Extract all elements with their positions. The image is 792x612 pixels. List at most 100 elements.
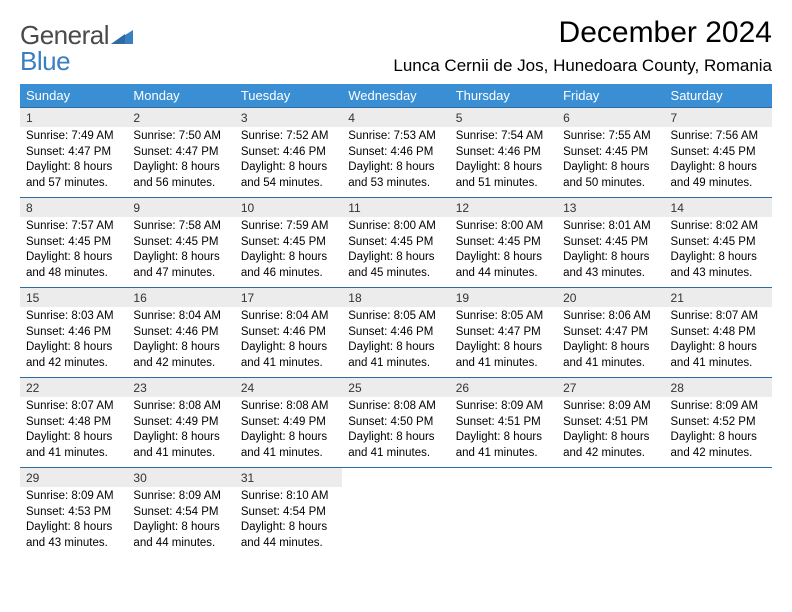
daylight-text: Daylight: 8 hours and 45 minutes. (348, 250, 443, 281)
daylight-text: Daylight: 8 hours and 43 minutes. (26, 520, 121, 551)
daylight-text: Daylight: 8 hours and 42 minutes. (133, 340, 228, 371)
daylight-text: Daylight: 8 hours and 41 minutes. (133, 430, 228, 461)
sunrise-text: Sunrise: 8:06 AM (563, 309, 658, 325)
sunrise-text: Sunrise: 8:01 AM (563, 219, 658, 235)
day-detail: Sunrise: 8:03 AMSunset: 4:46 PMDaylight:… (20, 307, 127, 378)
day-number: 26 (450, 378, 557, 398)
daylight-text: Daylight: 8 hours and 44 minutes. (133, 520, 228, 551)
daylight-text: Daylight: 8 hours and 41 minutes. (348, 430, 443, 461)
week-number-row: 293031 (20, 468, 772, 488)
daylight-text: Daylight: 8 hours and 41 minutes. (456, 340, 551, 371)
sunset-text: Sunset: 4:54 PM (133, 505, 228, 521)
empty-cell (665, 487, 772, 557)
daylight-text: Daylight: 8 hours and 56 minutes. (133, 160, 228, 191)
empty-cell (342, 487, 449, 557)
daylight-text: Daylight: 8 hours and 42 minutes. (671, 430, 766, 461)
empty-cell (665, 468, 772, 488)
sunrise-text: Sunrise: 8:09 AM (456, 399, 551, 415)
sunset-text: Sunset: 4:48 PM (671, 325, 766, 341)
sunset-text: Sunset: 4:47 PM (26, 145, 121, 161)
day-detail: Sunrise: 7:59 AMSunset: 4:45 PMDaylight:… (235, 217, 342, 288)
day-number: 28 (665, 378, 772, 398)
day-number: 9 (127, 198, 234, 218)
day-detail: Sunrise: 7:50 AMSunset: 4:47 PMDaylight:… (127, 127, 234, 198)
daylight-text: Daylight: 8 hours and 53 minutes. (348, 160, 443, 191)
day-number: 20 (557, 288, 664, 308)
day-detail: Sunrise: 8:09 AMSunset: 4:52 PMDaylight:… (665, 397, 772, 468)
daylight-text: Daylight: 8 hours and 41 minutes. (563, 340, 658, 371)
week-detail-row: Sunrise: 7:49 AMSunset: 4:47 PMDaylight:… (20, 127, 772, 198)
sunset-text: Sunset: 4:45 PM (133, 235, 228, 251)
day-detail: Sunrise: 7:57 AMSunset: 4:45 PMDaylight:… (20, 217, 127, 288)
sunrise-text: Sunrise: 8:04 AM (133, 309, 228, 325)
sunset-text: Sunset: 4:45 PM (348, 235, 443, 251)
day-detail: Sunrise: 7:52 AMSunset: 4:46 PMDaylight:… (235, 127, 342, 198)
day-number: 7 (665, 108, 772, 128)
sunset-text: Sunset: 4:46 PM (241, 145, 336, 161)
day-number: 1 (20, 108, 127, 128)
sunset-text: Sunset: 4:54 PM (241, 505, 336, 521)
sunset-text: Sunset: 4:45 PM (671, 235, 766, 251)
day-detail: Sunrise: 7:54 AMSunset: 4:46 PMDaylight:… (450, 127, 557, 198)
day-number: 21 (665, 288, 772, 308)
day-detail: Sunrise: 8:00 AMSunset: 4:45 PMDaylight:… (342, 217, 449, 288)
empty-cell (450, 487, 557, 557)
day-number: 19 (450, 288, 557, 308)
sunset-text: Sunset: 4:45 PM (671, 145, 766, 161)
day-detail: Sunrise: 7:53 AMSunset: 4:46 PMDaylight:… (342, 127, 449, 198)
day-number: 14 (665, 198, 772, 218)
day-header: Sunday (20, 84, 127, 108)
sunset-text: Sunset: 4:51 PM (563, 415, 658, 431)
sunrise-text: Sunrise: 7:57 AM (26, 219, 121, 235)
day-detail: Sunrise: 7:56 AMSunset: 4:45 PMDaylight:… (665, 127, 772, 198)
daylight-text: Daylight: 8 hours and 48 minutes. (26, 250, 121, 281)
day-header: Tuesday (235, 84, 342, 108)
week-number-row: 891011121314 (20, 198, 772, 218)
day-number: 8 (20, 198, 127, 218)
daylight-text: Daylight: 8 hours and 41 minutes. (348, 340, 443, 371)
sunset-text: Sunset: 4:45 PM (563, 145, 658, 161)
day-detail: Sunrise: 8:06 AMSunset: 4:47 PMDaylight:… (557, 307, 664, 378)
day-number: 27 (557, 378, 664, 398)
sunrise-text: Sunrise: 8:00 AM (348, 219, 443, 235)
sunrise-text: Sunrise: 7:59 AM (241, 219, 336, 235)
day-detail: Sunrise: 8:09 AMSunset: 4:51 PMDaylight:… (557, 397, 664, 468)
sunrise-text: Sunrise: 7:52 AM (241, 129, 336, 145)
week-number-row: 1234567 (20, 108, 772, 128)
sunset-text: Sunset: 4:49 PM (241, 415, 336, 431)
sunrise-text: Sunrise: 7:54 AM (456, 129, 551, 145)
sunrise-text: Sunrise: 8:05 AM (456, 309, 551, 325)
day-number: 25 (342, 378, 449, 398)
daylight-text: Daylight: 8 hours and 46 minutes. (241, 250, 336, 281)
day-number: 29 (20, 468, 127, 488)
brand-part2: Blue (20, 46, 70, 76)
sunrise-text: Sunrise: 8:00 AM (456, 219, 551, 235)
sunset-text: Sunset: 4:46 PM (133, 325, 228, 341)
day-detail: Sunrise: 8:09 AMSunset: 4:51 PMDaylight:… (450, 397, 557, 468)
day-detail: Sunrise: 8:08 AMSunset: 4:49 PMDaylight:… (235, 397, 342, 468)
day-detail: Sunrise: 8:02 AMSunset: 4:45 PMDaylight:… (665, 217, 772, 288)
sunrise-text: Sunrise: 7:56 AM (671, 129, 766, 145)
day-detail: Sunrise: 7:58 AMSunset: 4:45 PMDaylight:… (127, 217, 234, 288)
sunrise-text: Sunrise: 8:07 AM (26, 399, 121, 415)
empty-cell (450, 468, 557, 488)
sunset-text: Sunset: 4:46 PM (348, 145, 443, 161)
sunrise-text: Sunrise: 8:09 AM (671, 399, 766, 415)
day-detail: Sunrise: 8:08 AMSunset: 4:50 PMDaylight:… (342, 397, 449, 468)
week-detail-row: Sunrise: 7:57 AMSunset: 4:45 PMDaylight:… (20, 217, 772, 288)
sunset-text: Sunset: 4:46 PM (456, 145, 551, 161)
daylight-text: Daylight: 8 hours and 41 minutes. (241, 340, 336, 371)
week-number-row: 22232425262728 (20, 378, 772, 398)
sunrise-text: Sunrise: 8:08 AM (241, 399, 336, 415)
calendar-table: Sunday Monday Tuesday Wednesday Thursday… (20, 84, 772, 557)
daylight-text: Daylight: 8 hours and 51 minutes. (456, 160, 551, 191)
day-detail: Sunrise: 8:05 AMSunset: 4:46 PMDaylight:… (342, 307, 449, 378)
sunrise-text: Sunrise: 8:05 AM (348, 309, 443, 325)
daylight-text: Daylight: 8 hours and 43 minutes. (563, 250, 658, 281)
day-number: 3 (235, 108, 342, 128)
day-detail: Sunrise: 8:09 AMSunset: 4:53 PMDaylight:… (20, 487, 127, 557)
sunrise-text: Sunrise: 8:08 AM (348, 399, 443, 415)
day-header-row: Sunday Monday Tuesday Wednesday Thursday… (20, 84, 772, 108)
daylight-text: Daylight: 8 hours and 41 minutes. (671, 340, 766, 371)
empty-cell (557, 468, 664, 488)
